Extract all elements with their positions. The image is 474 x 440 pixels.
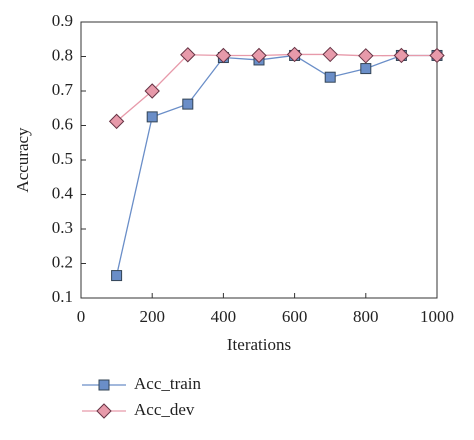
marker	[251, 47, 267, 64]
x-tick-label: 600	[282, 307, 308, 326]
marker	[215, 47, 232, 64]
x-axis-label: Iterations	[227, 335, 291, 354]
marker	[111, 270, 123, 282]
y-tick-label: 0.2	[52, 252, 73, 271]
y-axis-label: Accuracy	[13, 127, 32, 193]
x-tick-label: 1000	[420, 307, 454, 326]
y-tick-label: 0.4	[52, 183, 74, 202]
y-tick-label: 0.3	[52, 218, 73, 237]
legend-marker	[96, 403, 112, 419]
y-tick-label: 0.7	[52, 80, 74, 99]
x-tick-label: 800	[353, 307, 379, 326]
marker	[360, 63, 372, 75]
marker	[322, 46, 338, 63]
x-tick-label: 400	[211, 307, 237, 326]
marker	[324, 71, 336, 83]
x-tick-label: 0	[77, 307, 86, 326]
marker	[358, 48, 374, 64]
x-tick-label: 200	[139, 307, 165, 326]
legend-marker	[98, 379, 110, 391]
marker	[108, 113, 125, 130]
marker	[182, 98, 194, 110]
marker	[146, 111, 158, 123]
marker	[393, 47, 410, 64]
marker	[286, 46, 303, 63]
series-line	[116, 53, 437, 122]
y-tick-label: 0.1	[52, 287, 73, 306]
y-tick-label: 0.8	[52, 45, 73, 64]
marker	[180, 47, 196, 63]
legend-label: Acc_dev	[134, 400, 195, 419]
legend-label: Acc_train	[134, 374, 202, 393]
y-tick-label: 0.6	[52, 114, 73, 133]
marker	[429, 47, 445, 64]
y-tick-label: 0.9	[52, 11, 73, 30]
marker	[144, 83, 160, 99]
y-tick-label: 0.5	[52, 149, 73, 168]
series-line	[115, 54, 437, 276]
